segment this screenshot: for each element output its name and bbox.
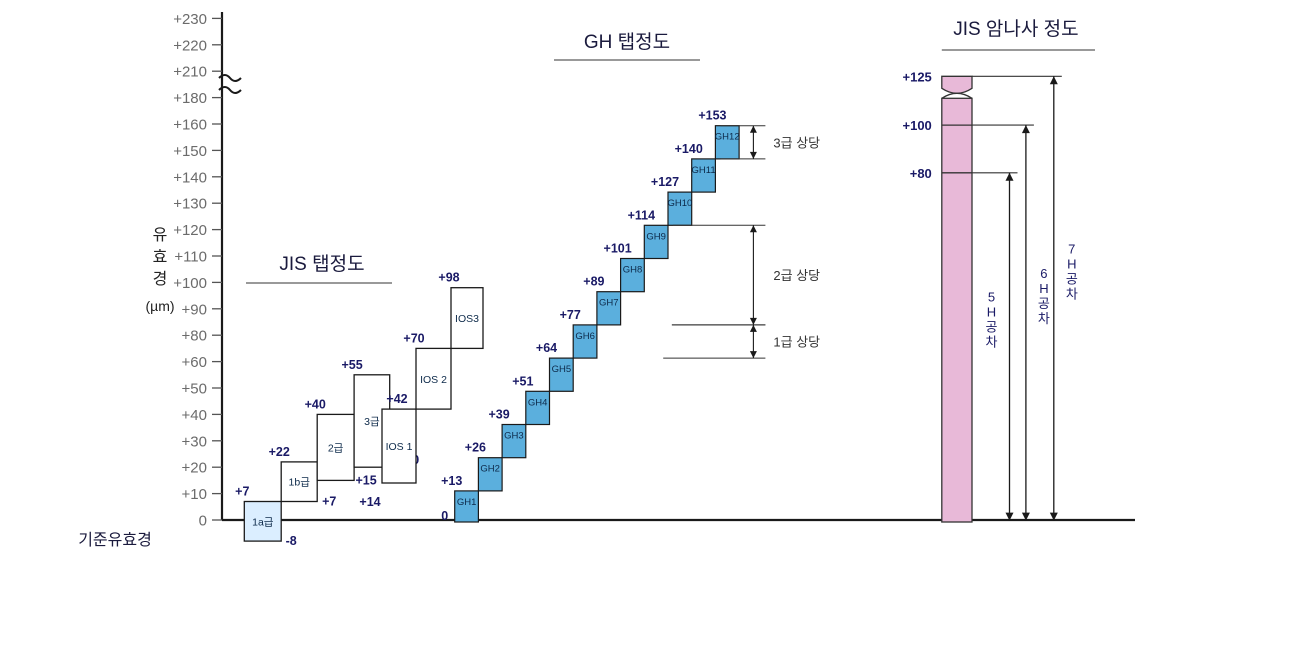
svg-text:차: 차 [1038,311,1050,326]
svg-text:+14: +14 [359,495,380,509]
svg-text:GH6: GH6 [575,331,595,342]
svg-text:H: H [1039,281,1048,296]
svg-text:1b급: 1b급 [289,477,311,489]
svg-text:+40: +40 [182,407,207,424]
svg-text:+114: +114 [628,208,656,222]
svg-text:GH12: GH12 [715,132,740,143]
svg-text:+100: +100 [903,118,932,133]
svg-text:+80: +80 [182,328,207,345]
svg-text:+110: +110 [174,249,207,266]
svg-text:+7: +7 [235,485,249,499]
svg-text:GH10: GH10 [667,198,692,209]
svg-text:+42: +42 [386,392,407,406]
svg-text:GH 탭정도: GH 탭정도 [584,31,670,53]
svg-text:-8: -8 [286,534,297,548]
svg-text:1a급: 1a급 [252,516,274,528]
svg-text:+20: +20 [182,460,207,477]
svg-text:+39: +39 [488,408,509,422]
svg-text:+127: +127 [651,175,679,189]
svg-text:6: 6 [1040,266,1047,281]
svg-text:+15: +15 [355,473,376,487]
svg-text:+98: +98 [438,271,459,285]
svg-text:3급 상당: 3급 상당 [773,135,820,150]
svg-text:+180: +180 [173,90,207,107]
svg-text:+70: +70 [403,331,424,345]
svg-text:+89: +89 [583,275,604,289]
svg-text:+210: +210 [173,64,207,81]
svg-text:3급: 3급 [364,416,380,428]
svg-text:0: 0 [199,513,207,530]
svg-text:+50: +50 [182,381,207,398]
svg-text:차: 차 [1066,286,1078,301]
svg-text:+7: +7 [322,495,336,509]
svg-text:+55: +55 [341,358,362,372]
svg-text:7: 7 [1068,241,1075,256]
svg-text:+60: +60 [182,354,207,371]
svg-text:+77: +77 [560,308,581,322]
svg-text:기준유효경: 기준유효경 [78,531,152,549]
svg-text:+64: +64 [536,341,557,355]
svg-text:공: 공 [1066,271,1078,286]
svg-text:+140: +140 [675,142,703,156]
svg-text:+160: +160 [173,117,207,134]
svg-text:+101: +101 [604,242,632,256]
svg-text:5: 5 [988,290,995,305]
svg-text:IOS3: IOS3 [455,313,479,325]
svg-text:GH2: GH2 [480,464,500,475]
svg-text:1급 상당: 1급 상당 [773,335,820,350]
svg-text:H: H [1067,256,1076,271]
svg-text:공: 공 [1038,296,1050,311]
svg-text:+100: +100 [173,275,207,292]
svg-text:+130: +130 [173,196,207,213]
svg-text:+10: +10 [182,486,207,503]
svg-text:GH8: GH8 [623,265,643,276]
svg-text:GH5: GH5 [552,364,572,375]
svg-text:+140: +140 [173,169,207,186]
svg-text:+40: +40 [305,397,326,411]
svg-text:유: 유 [153,227,168,244]
svg-text:+125: +125 [903,69,932,84]
svg-text:JIS 암나사 정도: JIS 암나사 정도 [953,18,1078,40]
svg-text:공: 공 [986,320,998,335]
svg-text:(µm): (µm) [145,298,174,314]
svg-text:+90: +90 [182,301,207,318]
svg-text:IOS 2: IOS 2 [420,374,447,386]
svg-text:+220: +220 [173,37,207,54]
svg-text:2급: 2급 [328,442,344,454]
svg-text:+51: +51 [512,374,533,388]
svg-text:+150: +150 [173,143,207,160]
svg-text:GH9: GH9 [646,231,666,242]
svg-text:+153: +153 [698,109,726,123]
svg-text:GH7: GH7 [599,298,619,309]
svg-text:차: 차 [986,335,998,350]
svg-text:경: 경 [153,270,168,288]
svg-text:+230: +230 [173,11,207,28]
svg-text:0: 0 [441,509,448,523]
svg-text:GH11: GH11 [692,165,716,176]
svg-text:+80: +80 [910,166,932,181]
svg-text:+26: +26 [465,441,486,455]
svg-text:JIS 탭정도: JIS 탭정도 [279,253,364,275]
svg-text:+120: +120 [173,222,207,239]
svg-text:+22: +22 [269,445,290,459]
svg-text:H: H [987,305,996,320]
svg-text:효: 효 [153,249,168,266]
svg-text:2급 상당: 2급 상당 [773,268,820,283]
svg-text:GH1: GH1 [457,497,477,508]
svg-text:+30: +30 [182,433,207,450]
svg-text:GH4: GH4 [528,397,548,408]
svg-text:IOS 1: IOS 1 [386,441,413,453]
svg-text:GH3: GH3 [504,431,524,442]
svg-text:+13: +13 [441,474,462,488]
